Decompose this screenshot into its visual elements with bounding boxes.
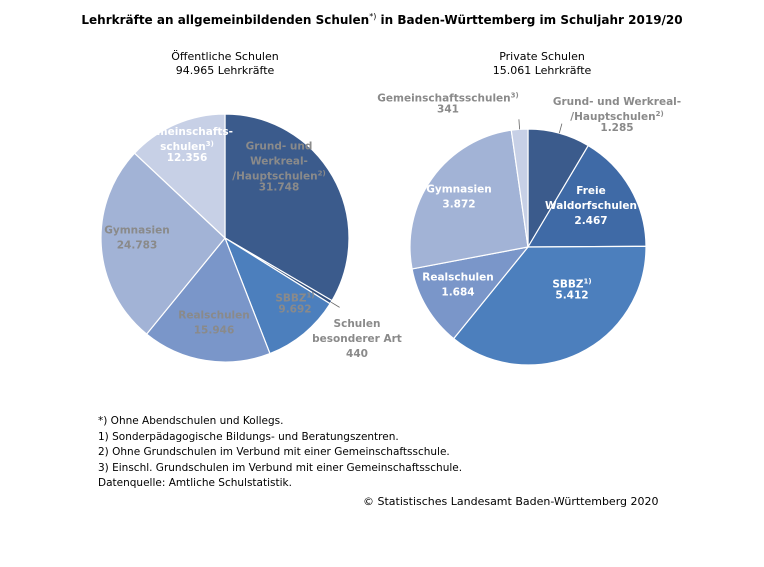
pie-slice	[224, 113, 350, 302]
slice-label: Gemeinschaftsschulen3) 341	[377, 92, 518, 116]
slice-label-line: Realschulen	[178, 310, 250, 322]
pie-title: Private Schulen	[499, 50, 585, 63]
slice-label: Realschulen 1.684	[422, 272, 494, 299]
slice-label: Gemeinschafts-schulen3) 12.356	[141, 126, 233, 164]
slice-value: 440	[346, 348, 368, 360]
slice-label: SBBZ1) 5.412	[552, 278, 591, 302]
slice-value: 341	[437, 104, 459, 116]
slice-label-line: SBBZ	[552, 279, 584, 291]
slice-label-line: Gemeinschaftsschulen	[377, 93, 510, 105]
footnote: 2) Ohne Grundschulen im Verbund mit eine…	[98, 446, 450, 459]
slice-value: 31.748	[259, 182, 300, 194]
slice-label-line: Grund- und	[246, 141, 313, 153]
slice-value: 1.285	[600, 122, 633, 134]
slice-label-line: Gemeinschafts-	[141, 126, 233, 138]
slice-label-line: Freie	[576, 185, 606, 197]
slice-label: Realschulen 15.946	[178, 310, 250, 337]
slice-label-sup: 3)	[511, 92, 519, 100]
slice-label: SBBZ1) 9.692	[275, 292, 314, 316]
slice-label-line: /Hauptschulen	[232, 171, 317, 183]
footnotes: *) Ohne Abendschulen und Kollegs. 1) Son…	[98, 414, 462, 492]
slice-label-line: SBBZ	[275, 293, 307, 305]
pie-slice	[223, 236, 331, 355]
slice-label-sup: 1)	[584, 278, 592, 286]
footnote: Datenquelle: Amtliche Schulstatistik.	[98, 477, 292, 490]
slice-value: 2.467	[574, 215, 607, 227]
slice-label: Gymnasien 24.783	[104, 225, 169, 252]
slice-label-line: besonderer Art	[312, 333, 402, 345]
slice-label-line: Schulen	[334, 318, 381, 330]
slice-label-sup: 3)	[206, 140, 214, 148]
slice-value: 5.412	[555, 290, 588, 302]
pie-slice	[133, 113, 226, 240]
slice-label: Gymnasien 3.872	[426, 184, 491, 211]
chart-title-text: Lehrkräfte an allgemeinbildenden Schulen	[81, 13, 370, 27]
leader-line	[558, 123, 563, 134]
slice-label-line: /Hauptschulen	[570, 111, 655, 123]
pie-subtitle: 94.965 Lehrkräfte	[176, 64, 275, 77]
slice-label-line: schulen	[160, 141, 206, 153]
pie-slice	[145, 236, 271, 363]
pie-slice	[409, 129, 529, 270]
pie-slice	[100, 152, 226, 335]
slice-label-sup: 1)	[307, 292, 315, 300]
chart-title: Lehrkräfte an allgemeinbildenden Schulen…	[0, 12, 764, 27]
slice-label-line: Grund- und Werkreal-	[553, 96, 681, 108]
slice-value: 1.684	[441, 287, 474, 299]
slice-label-line: Gymnasien	[426, 184, 491, 196]
leader-line	[330, 301, 340, 308]
slice-value: 15.946	[194, 325, 235, 337]
slice-label: Grund- und Werkreal- /Hauptschulen2) 31.748	[232, 141, 325, 194]
copyright: © Statistisches Landesamt Baden-Württemb…	[363, 495, 659, 508]
slice-value: 3.872	[442, 199, 475, 211]
slice-label: Freie Waldorfschulen 2.467	[545, 185, 637, 227]
pie-title: Öffentliche Schulen	[171, 50, 278, 63]
slice-label-line: Waldorfschulen	[545, 200, 637, 212]
leader-line	[518, 119, 520, 130]
pie-subtitle: 15.061 Lehrkräfte	[493, 64, 592, 77]
slice-label: Grund- und Werkreal- /Hauptschulen2) 1.285	[553, 96, 681, 134]
footnote: *) Ohne Abendschulen und Kollegs.	[98, 415, 284, 427]
slice-label-sup: 2)	[656, 110, 664, 118]
slice-value: 9.692	[278, 304, 311, 316]
slice-label-line: Realschulen	[422, 272, 494, 284]
slice-label-sup: 2)	[318, 170, 326, 178]
pie-slice	[452, 245, 647, 366]
slice-label-line: Gymnasien	[104, 225, 169, 237]
chart-title-mark: *)	[369, 12, 377, 21]
pie-slice	[411, 246, 530, 340]
footnote: 3) Einschl. Grundschulen im Verbund mit …	[98, 461, 463, 474]
slice-label: Schulen besonderer Art 440	[312, 318, 402, 360]
pie-slice	[526, 144, 647, 248]
footnote: 1) Sonderpädagogische Bildungs- und Bera…	[98, 430, 399, 443]
chart-title-rest: in Baden-Württemberg im Schuljahr 2019/2…	[376, 13, 683, 27]
slice-value: 24.783	[117, 240, 158, 252]
slice-label-line: Werkreal-	[250, 156, 308, 168]
slice-value: 12.356	[167, 152, 208, 164]
